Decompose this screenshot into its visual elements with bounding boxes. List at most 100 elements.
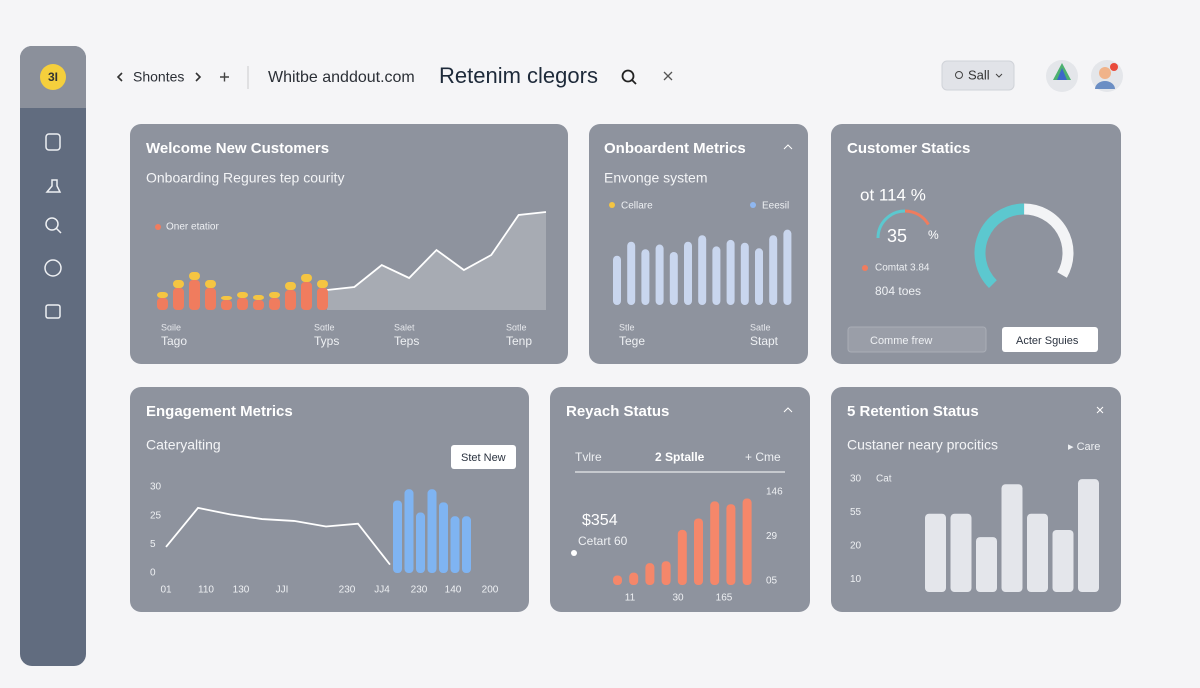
button-label: Comme frew (870, 335, 932, 347)
bar (221, 300, 232, 310)
x-tick-label: 165 (716, 593, 733, 604)
gauge-unit: % (928, 228, 939, 242)
button-label: Stet New (461, 452, 506, 464)
y-unit: Cat (876, 474, 892, 485)
x-label: Typs (314, 334, 339, 348)
bar (205, 288, 216, 310)
bar (769, 235, 778, 305)
bar (698, 235, 707, 305)
x-label: Tege (619, 334, 645, 348)
bar (613, 255, 621, 305)
line (165, 506, 391, 566)
panel-subtitle: Onboarding Regures tep courity (146, 170, 344, 186)
legend-label: Eeesil (762, 201, 789, 212)
y-tick-label: 30 (850, 474, 862, 485)
add-icon[interactable] (220, 72, 229, 82)
y-tick-label: 55 (850, 507, 862, 518)
bar (189, 280, 200, 310)
note: Comtat 3.84 (875, 263, 930, 274)
y-tick-label: 29 (766, 531, 778, 542)
nav-icon[interactable] (45, 304, 61, 319)
page-title: Retenim clegors (439, 63, 598, 88)
bar (925, 513, 946, 592)
bar (462, 516, 471, 573)
close-icon[interactable] (663, 71, 673, 81)
button[interactable] (451, 445, 516, 469)
bar (710, 501, 720, 585)
nav-icon[interactable] (45, 133, 61, 151)
panel (130, 387, 529, 612)
nav-icon[interactable] (45, 217, 59, 231)
legend-dot (609, 202, 615, 208)
header-cell: 2 Sptalle (655, 450, 705, 464)
nav-icon-handle (55, 227, 62, 234)
x-label: Tenp (506, 334, 532, 348)
legend-label: Oner etatior (166, 222, 219, 233)
x-tick-label: JJI (276, 585, 289, 596)
avatar-logo-inner (1057, 68, 1067, 80)
x-tick-label: 200 (482, 585, 499, 596)
panel-title: Customer Statics (847, 140, 970, 157)
stat: ot 114 % (860, 185, 926, 204)
y-tick-label: 30 (150, 482, 162, 493)
close-icon[interactable] (1096, 406, 1104, 414)
bar (269, 292, 280, 298)
bar (976, 537, 997, 592)
x-tick-label: 230 (339, 585, 356, 596)
x-label-top: Stle (619, 322, 635, 332)
x-tick-label: JJ4 (374, 585, 390, 596)
url: Whitbe anddout.com (268, 69, 415, 86)
bar (755, 248, 763, 305)
bar (677, 529, 687, 585)
bar (317, 288, 328, 310)
panel-subtitle: Envonge system (604, 170, 708, 186)
note-dot (571, 550, 577, 556)
logo-badge[interactable] (40, 64, 66, 90)
bar (393, 500, 402, 573)
bar (655, 244, 664, 305)
panel (831, 387, 1121, 612)
panel-title: 5 Retention Status (847, 403, 979, 420)
account-label: Sall (968, 67, 990, 82)
bar (205, 280, 216, 288)
note: Cetart 60 (578, 534, 628, 548)
bar (285, 290, 296, 310)
bar (439, 502, 448, 573)
bar (712, 246, 721, 305)
y-tick-label: 10 (850, 574, 862, 585)
x-tick-label: 01 (160, 585, 172, 596)
x-tick-label: 11 (625, 593, 636, 604)
sidebar (20, 46, 86, 666)
bar (726, 239, 735, 305)
bar (189, 272, 200, 280)
button[interactable] (847, 326, 987, 353)
ring-segment (876, 209, 906, 239)
stat: $354 (582, 512, 618, 529)
panel-subtitle: Custaner neary procitics (847, 437, 998, 453)
button[interactable] (1002, 327, 1098, 352)
bar (301, 282, 312, 310)
x-label-top: Sɑile (161, 322, 181, 332)
bar (661, 561, 671, 585)
bar (427, 489, 437, 573)
ring-segment (1023, 203, 1074, 278)
bar (157, 298, 168, 310)
nav-icon[interactable] (45, 179, 62, 193)
nav-arrows[interactable] (116, 72, 202, 82)
search-icon[interactable] (621, 69, 635, 83)
bar (253, 295, 264, 300)
bar (1078, 479, 1099, 592)
nav-icon[interactable] (44, 259, 62, 277)
bar (285, 282, 296, 290)
link[interactable]: ▸ Care (1068, 441, 1100, 453)
account-button[interactable] (941, 60, 1015, 91)
sidebar-icons (44, 133, 62, 319)
y-tick-label: 0 (150, 568, 156, 579)
x-label-top: Sɑtle (314, 322, 335, 332)
collapse-icon[interactable] (783, 144, 793, 150)
collapse-icon[interactable] (783, 407, 793, 413)
bar (629, 572, 639, 585)
line-area (327, 212, 546, 310)
ring-segment (904, 209, 930, 226)
